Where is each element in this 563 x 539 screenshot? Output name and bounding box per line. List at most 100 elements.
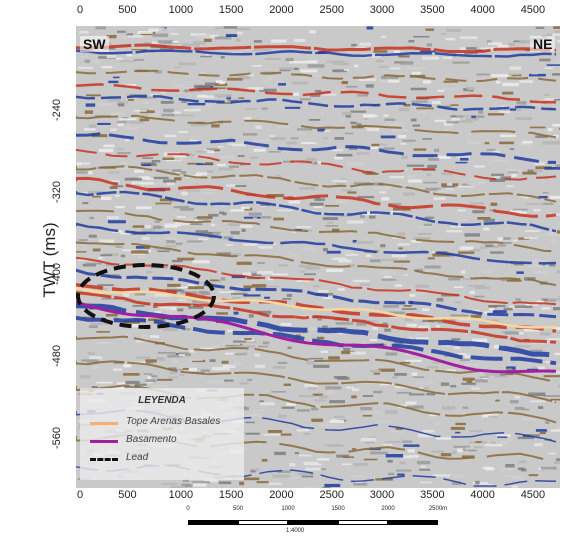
seismic-texture (219, 233, 234, 235)
scale-label: 1500 (331, 506, 345, 512)
seismic-texture (275, 174, 282, 178)
seismic-texture (469, 430, 483, 433)
seismic-texture (296, 225, 312, 228)
seismic-texture (530, 349, 543, 352)
seismic-texture (268, 151, 281, 153)
seismic-texture (285, 58, 294, 62)
seismic-texture (236, 31, 244, 35)
seismic-texture (218, 481, 232, 485)
seismic-texture (481, 312, 487, 316)
seismic-texture (296, 409, 310, 412)
seismic-texture (182, 43, 200, 47)
seismic-texture (138, 52, 149, 55)
seismic-texture (373, 50, 388, 53)
seismic-texture (301, 486, 318, 488)
seismic-texture (242, 352, 248, 355)
seismic-texture (173, 206, 189, 209)
seismic-texture (154, 70, 162, 74)
seismic-texture (428, 319, 443, 322)
seismic-texture (326, 390, 335, 394)
seismic-texture (552, 73, 560, 76)
seismic-texture (519, 80, 534, 83)
seismic-texture (440, 382, 450, 386)
seismic-texture (320, 350, 328, 353)
seismic-texture (555, 164, 560, 168)
seismic-texture (222, 212, 227, 216)
seismic-texture (307, 64, 325, 68)
seismic-texture (244, 338, 252, 341)
seismic-texture (505, 464, 515, 468)
seismic-texture (336, 454, 350, 458)
seismic-texture (105, 313, 118, 317)
seismic-texture (343, 69, 349, 71)
seismic-texture (209, 359, 216, 362)
seismic-texture (556, 458, 560, 461)
seismic-texture (485, 467, 495, 471)
seismic-texture (76, 251, 87, 253)
seismic-texture (294, 452, 299, 455)
seismic-texture (88, 124, 97, 128)
seismic-texture (517, 436, 535, 440)
seismic-texture (126, 53, 132, 57)
seismic-texture (412, 376, 425, 378)
seismic-texture (543, 375, 560, 378)
seismic-texture (243, 285, 253, 289)
seismic-texture (514, 345, 531, 348)
seismic-texture (144, 224, 151, 229)
seismic-texture (182, 368, 189, 370)
x-tick-label: 0 (77, 4, 84, 16)
seismic-texture (134, 383, 147, 386)
seismic-texture (447, 183, 453, 186)
seismic-texture (390, 210, 402, 214)
seismic-texture (182, 478, 189, 482)
seismic-texture (136, 206, 152, 210)
seismic-texture (287, 346, 292, 349)
seismic-texture (207, 170, 214, 173)
seismic-texture (486, 148, 496, 151)
seismic-texture (326, 268, 344, 273)
seismic-texture (411, 372, 418, 376)
seismic-texture (414, 333, 422, 336)
seismic-texture (107, 220, 126, 224)
seismic-texture (254, 364, 265, 368)
seismic-texture (126, 33, 133, 37)
seismic-reflector (76, 268, 557, 319)
seismic-texture (547, 338, 560, 341)
seismic-texture (290, 137, 299, 140)
legend-item-lead: Lead (90, 452, 240, 466)
seismic-texture (244, 117, 252, 120)
seismic-texture (478, 181, 486, 185)
seismic-reflector (76, 148, 557, 181)
seismic-texture (160, 28, 176, 31)
seismic-texture (311, 418, 323, 422)
seismic-texture (124, 177, 142, 181)
seismic-texture (87, 352, 95, 355)
seismic-texture (296, 278, 311, 282)
seismic-texture (475, 480, 480, 485)
seismic-texture (142, 157, 154, 159)
seismic-texture (357, 196, 375, 199)
seismic-texture (296, 429, 309, 432)
seismic-reflector (76, 209, 557, 253)
seismic-reflector (76, 176, 557, 218)
seismic-texture (261, 459, 268, 462)
seismic-texture (278, 264, 289, 267)
seismic-texture (434, 148, 440, 152)
seismic-texture (225, 184, 236, 187)
seismic-texture (325, 205, 339, 207)
seismic-texture (438, 345, 456, 348)
x-tick-label: 0 (77, 489, 84, 501)
seismic-texture (239, 382, 249, 385)
seismic-texture (406, 164, 425, 167)
seismic-texture (234, 284, 242, 288)
seismic-texture (376, 420, 393, 423)
seismic-texture (196, 172, 208, 176)
seismic-texture (257, 262, 265, 264)
seismic-texture (174, 177, 182, 181)
seismic-texture (354, 186, 364, 189)
seismic-texture (526, 35, 542, 37)
seismic-texture (149, 41, 160, 44)
seismic-texture (492, 398, 498, 401)
scale-ratio: 1:4000 (286, 528, 305, 534)
seismic-texture (145, 359, 157, 363)
